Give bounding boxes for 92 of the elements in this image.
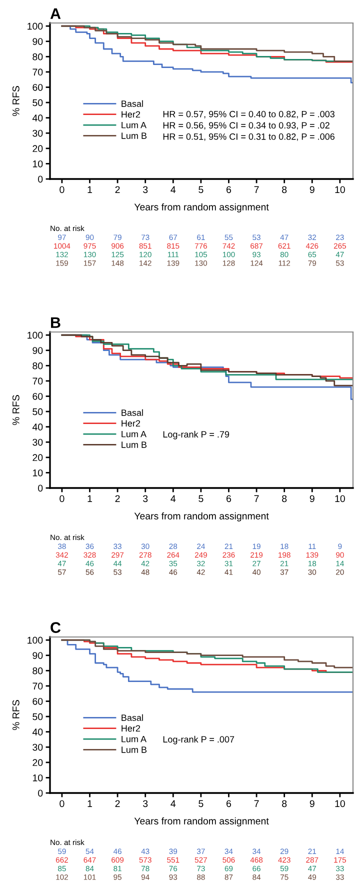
y-tick-label: 100 — [28, 636, 43, 644]
y-tick-label: 90 — [32, 38, 43, 45]
x-tick-label: 8 — [282, 186, 287, 194]
legend-label: Her2 — [122, 111, 140, 118]
x-tick-label: 1 — [88, 186, 92, 193]
x-tick-label: 7 — [254, 495, 259, 502]
annotation: HR = 0.56, 95% CI = 0.34 to 0.93, P = .02 — [163, 122, 330, 130]
y-tick-label: 60 — [32, 698, 43, 705]
x-axis-title: Years from random assignment — [134, 817, 269, 826]
legend-label: Lum A — [122, 736, 146, 742]
x-tick-label: 6 — [226, 495, 232, 502]
chart-title: A — [50, 8, 61, 19]
x-tick-label: 7 — [254, 186, 259, 193]
x-tick-label: 9 — [310, 186, 314, 194]
x-tick-label: 0 — [60, 495, 64, 502]
y-tick-label: 0 — [38, 176, 43, 183]
y-tick-label: 20 — [32, 759, 43, 766]
y-tick-label: 20 — [32, 145, 43, 152]
y-tick-label: 50 — [32, 713, 43, 720]
x-tick-label: 5 — [198, 800, 204, 808]
legend-label: Basal — [122, 100, 143, 107]
x-tick-label: 2 — [115, 495, 120, 502]
y-tick-label: 50 — [32, 408, 43, 416]
annotation: HR = 0.57, 95% CI = 0.40 to 0.82, P = .003 — [163, 110, 334, 118]
chart-title: B — [51, 317, 60, 328]
legend-label: Lum A — [122, 122, 146, 128]
x-tick-label: 0 — [60, 186, 64, 194]
annotation: Log-rank P = .79 — [163, 430, 230, 440]
y-tick-label: 40 — [32, 114, 43, 122]
x-tick-label: 9 — [310, 495, 314, 502]
x-tick-label: 5 — [198, 186, 204, 194]
y-tick-label: 100 — [28, 22, 43, 30]
y-tick-label: 30 — [32, 130, 43, 137]
x-tick-label: 3 — [143, 495, 148, 502]
x-tick-label: 4 — [170, 800, 176, 807]
y-axis-title: % RFS — [12, 395, 20, 426]
x-tick-label: 9 — [310, 800, 314, 808]
y-tick-label: 90 — [32, 347, 43, 354]
y-tick-label: 80 — [32, 362, 43, 370]
x-tick-label: 4 — [170, 495, 176, 502]
y-tick-label: 10 — [32, 160, 43, 168]
y-tick-label: 30 — [32, 744, 43, 751]
x-tick-label: 2 — [115, 800, 120, 807]
y-axis-title: % RFS — [12, 700, 20, 730]
annotation: HR = 0.51, 95% CI = 0.31 to 0.82, P = .006 — [163, 133, 334, 141]
y-tick-label: 70 — [32, 68, 43, 76]
x-tick-label: 1 — [88, 800, 92, 807]
y-tick-label: 70 — [32, 378, 43, 385]
annotation: Log-rank P = .007 — [163, 736, 234, 744]
y-tick-label: 0 — [38, 790, 43, 797]
legend-label: Her2 — [122, 420, 140, 427]
y-tick-label: 0 — [38, 484, 43, 492]
y-tick-label: 10 — [32, 774, 43, 782]
y-tick-label: 20 — [32, 454, 43, 462]
x-tick-label: 2 — [115, 186, 120, 193]
y-tick-label: 60 — [32, 84, 43, 91]
x-tick-label: 10 — [335, 186, 345, 194]
legend-label: Lum B — [122, 442, 147, 448]
x-tick-label: 6 — [226, 800, 232, 808]
x-tick-label: 10 — [335, 495, 345, 502]
legend-label: Her2 — [122, 725, 140, 732]
legend-label: Lum B — [122, 132, 147, 139]
legend-label: Basal — [122, 409, 143, 416]
x-tick-label: 4 — [170, 186, 176, 193]
x-tick-label: 0 — [60, 800, 64, 808]
y-tick-label: 40 — [32, 728, 43, 736]
y-tick-label: 90 — [32, 652, 43, 659]
x-tick-label: 8 — [282, 800, 287, 808]
legend-label: Basal — [122, 714, 143, 721]
legend-label: Lum B — [122, 746, 147, 753]
legend-label: Lum A — [122, 430, 146, 438]
chart-title: C — [50, 622, 61, 633]
x-axis-title: Years from random assignment — [134, 512, 269, 522]
y-tick-label: 30 — [32, 438, 43, 446]
x-tick-label: 6 — [226, 186, 232, 194]
x-tick-label: 8 — [282, 495, 287, 502]
y-tick-label: 60 — [32, 392, 43, 400]
y-tick-label: 100 — [28, 332, 43, 339]
y-tick-label: 70 — [32, 682, 43, 690]
y-tick-label: 50 — [32, 99, 43, 106]
y-tick-label: 40 — [32, 424, 43, 430]
x-tick-label: 1 — [88, 495, 92, 502]
x-tick-label: 3 — [143, 186, 148, 194]
y-axis-title: % RFS — [12, 86, 20, 116]
x-tick-label: 5 — [198, 495, 204, 502]
x-tick-label: 3 — [143, 800, 148, 808]
y-tick-label: 80 — [32, 667, 43, 674]
y-tick-label: 10 — [32, 469, 43, 476]
y-tick-label: 80 — [32, 53, 43, 60]
x-axis-title: Years from random assignment — [134, 203, 269, 212]
x-tick-label: 7 — [254, 800, 259, 807]
x-tick-label: 10 — [335, 800, 345, 808]
